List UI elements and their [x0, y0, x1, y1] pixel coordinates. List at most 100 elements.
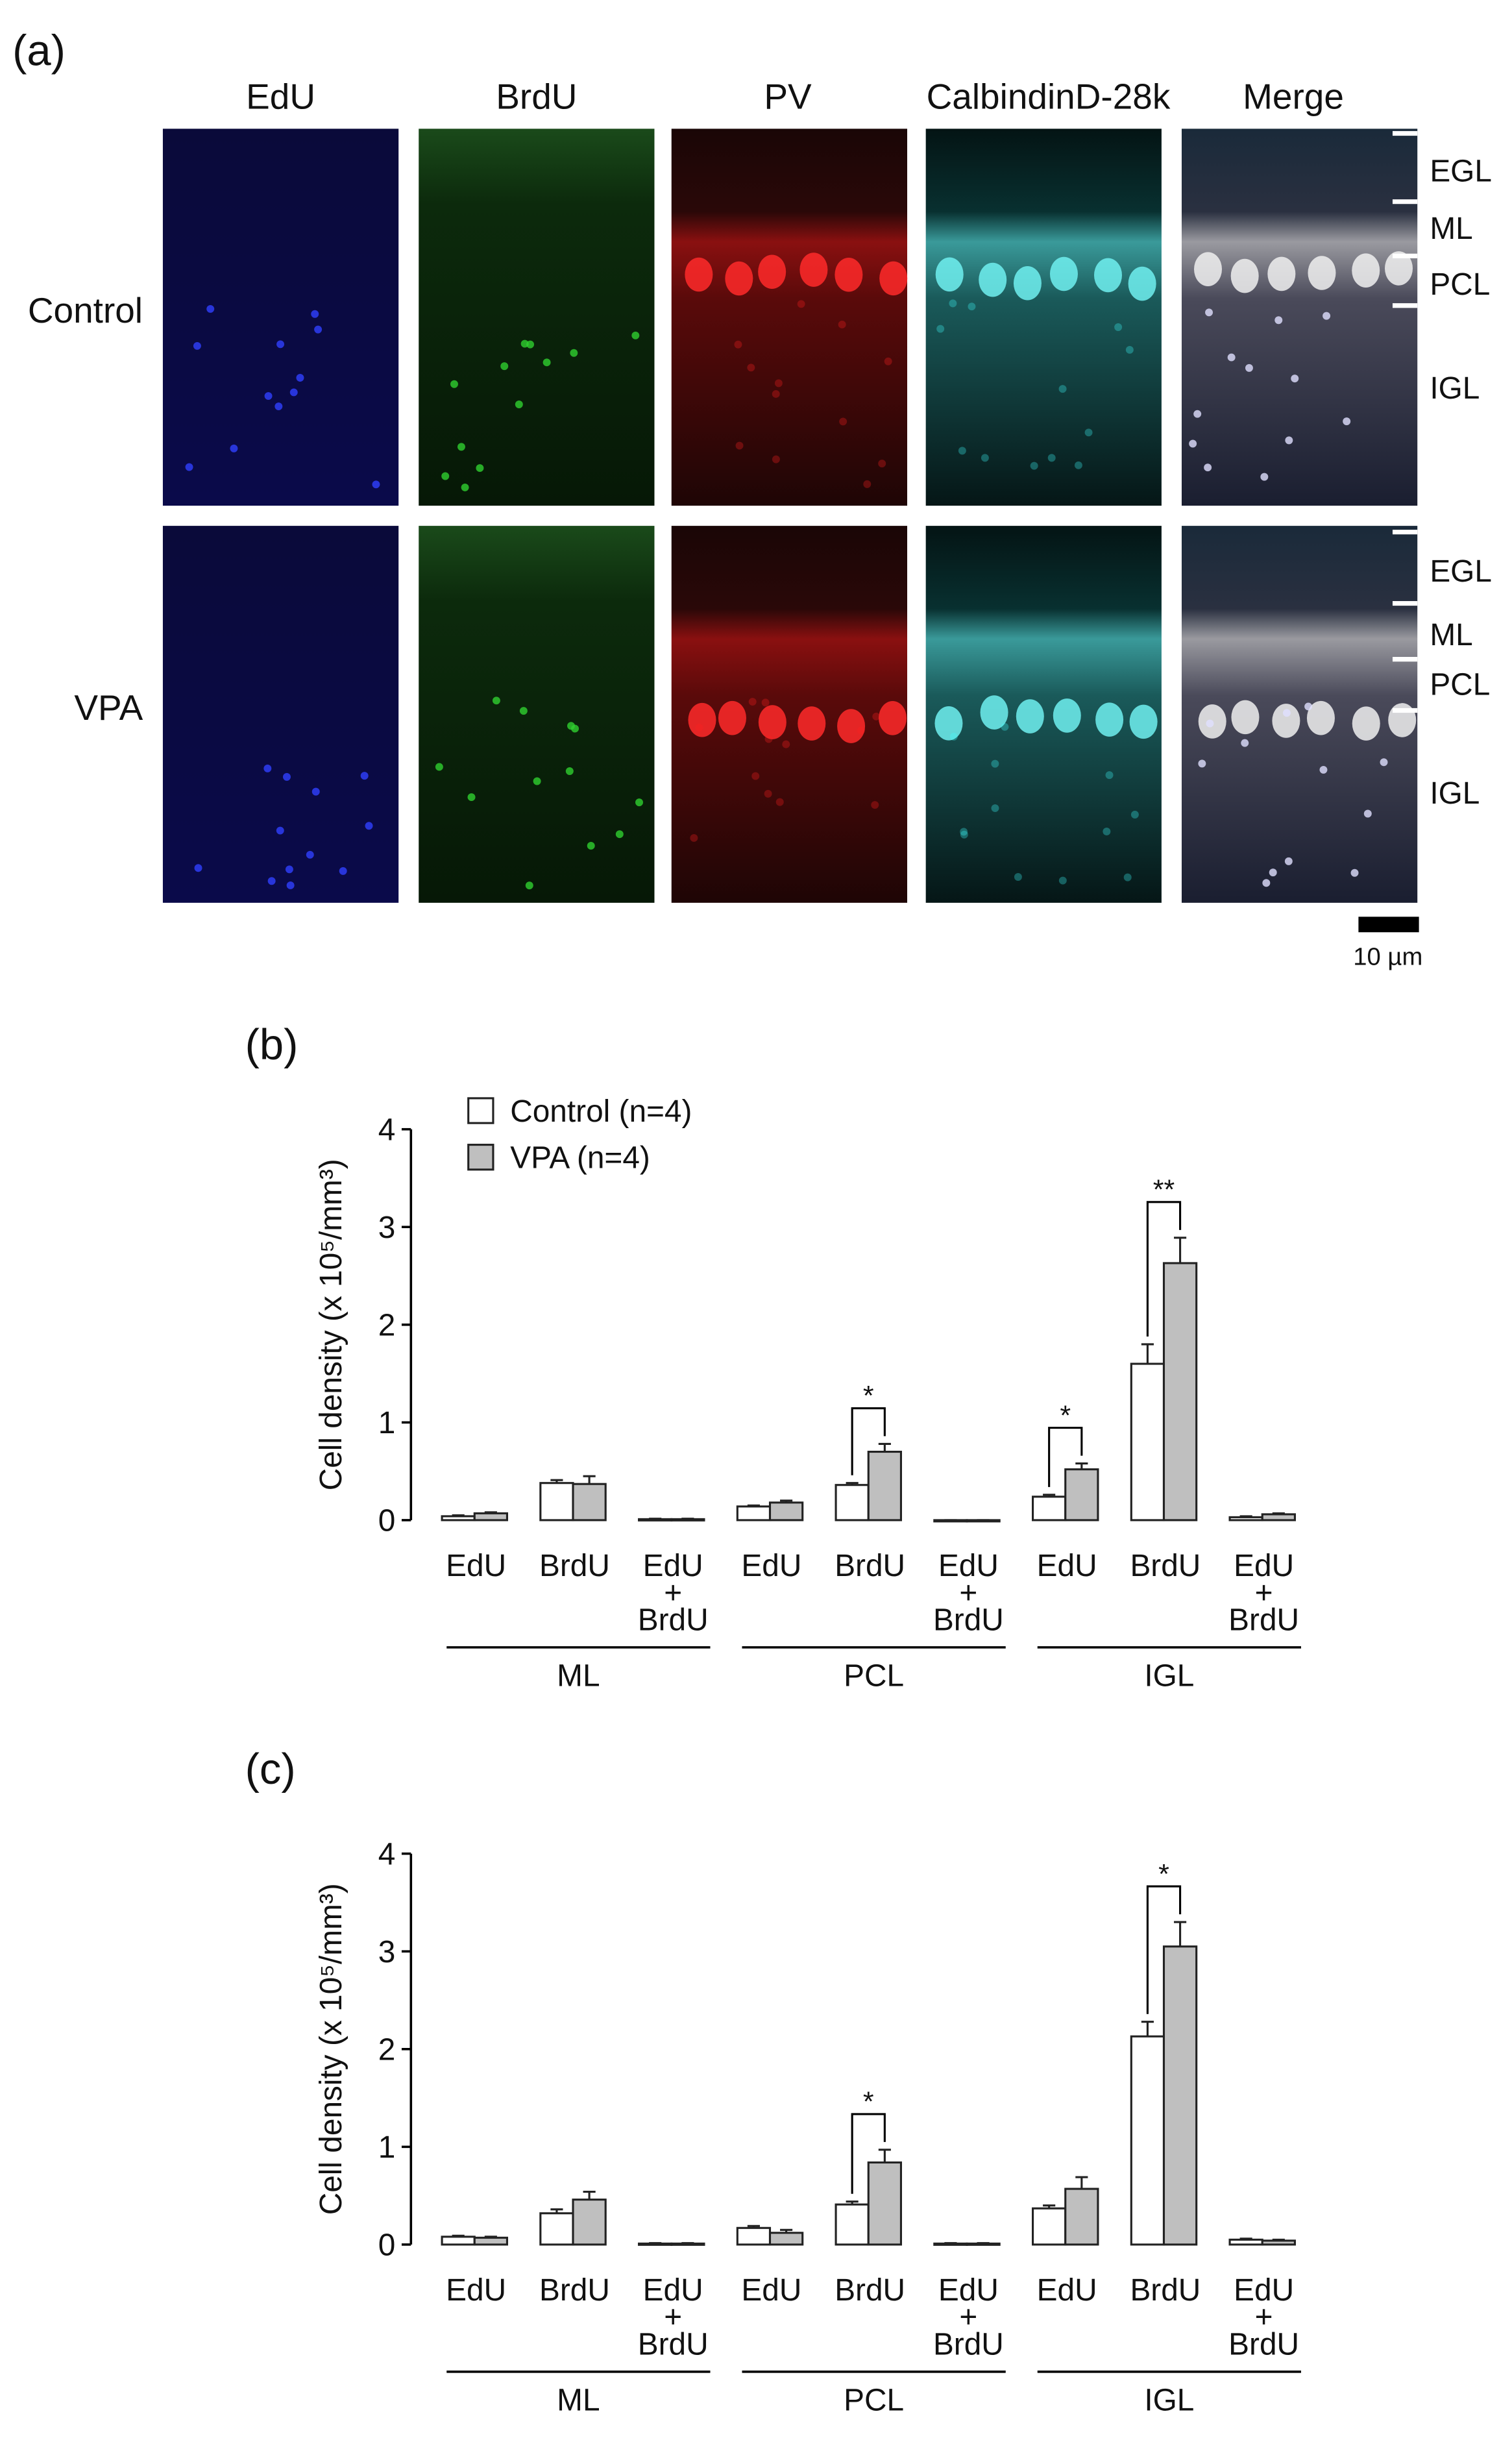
column-label: BrdU	[496, 76, 577, 116]
x-tick-label: EdU	[1037, 1549, 1097, 1583]
x-tick-label: BrdU	[933, 1603, 1004, 1638]
layer-label: IGL	[1430, 776, 1480, 811]
x-tick-label: EdU	[643, 2273, 703, 2308]
nucleus	[1319, 765, 1328, 774]
nucleus	[311, 310, 319, 318]
y-tick-label: 2	[378, 2033, 396, 2067]
legend-label: Control (n=4)	[510, 1094, 692, 1129]
nucleus	[949, 732, 958, 741]
bar	[1261, 1513, 1296, 1522]
error-bar	[484, 2236, 497, 2238]
nucleus	[839, 417, 847, 426]
bar	[1032, 2207, 1067, 2246]
x-tick-label: EdU	[741, 2273, 801, 2308]
group-label: IGL	[1144, 1659, 1194, 1694]
nucleus	[461, 483, 469, 491]
nucleus	[1001, 722, 1009, 731]
nucleus	[615, 830, 624, 839]
x-tick-label: BrdU	[835, 1549, 905, 1583]
purkinje-cell	[837, 709, 866, 743]
nucleus	[968, 302, 976, 311]
purkinje-cell	[798, 706, 826, 741]
nucleus	[1350, 869, 1359, 877]
nucleus	[296, 373, 304, 382]
error-bar	[1141, 2021, 1154, 2037]
purkinje-cell	[980, 695, 1008, 730]
nucleus	[193, 341, 201, 350]
error-bar	[846, 2200, 859, 2205]
legend-label: VPA (n=4)	[510, 1140, 650, 1175]
nucleus	[1130, 811, 1139, 819]
nucleus	[1241, 739, 1249, 747]
error-bar	[1075, 2176, 1088, 2189]
x-tick-label: EdU	[1234, 2273, 1294, 2308]
nucleus	[450, 380, 458, 388]
x-tick-label: +	[664, 1576, 682, 1610]
nucleus	[1284, 857, 1293, 865]
nucleus	[276, 340, 285, 349]
nucleus	[1125, 345, 1134, 354]
error-bar	[452, 2234, 465, 2237]
x-tick-label: EdU	[446, 1549, 506, 1583]
error-bar	[1174, 1921, 1187, 1947]
nucleus	[1260, 473, 1269, 481]
error-bar	[878, 2149, 891, 2163]
x-tick-label: +	[664, 2300, 682, 2335]
column-label: CalbindinD-28k	[927, 76, 1171, 116]
micrograph	[162, 129, 399, 506]
nucleus	[500, 362, 509, 371]
bar	[835, 1484, 870, 1522]
nucleus	[457, 443, 465, 451]
nucleus	[1227, 353, 1236, 362]
nucleus	[476, 464, 484, 473]
error-bar	[681, 1518, 694, 1520]
scale-bar	[1358, 917, 1419, 933]
purkinje-cell	[1013, 265, 1042, 301]
nucleus	[1323, 312, 1331, 320]
nucleus	[339, 867, 347, 875]
legend-swatch	[467, 1097, 494, 1124]
nucleus	[185, 463, 193, 471]
column-label: PV	[764, 76, 812, 116]
nucleus	[441, 472, 450, 480]
significance-label: *	[863, 1381, 874, 1412]
nucleus	[365, 822, 373, 830]
bar	[768, 2232, 804, 2246]
micrograph	[162, 526, 399, 903]
nucleus	[525, 881, 533, 890]
panel-label: (b)	[245, 1020, 299, 1069]
nucleus	[1198, 759, 1206, 768]
nucleus	[747, 364, 755, 372]
nucleus	[1343, 417, 1351, 426]
bar	[572, 2199, 607, 2246]
significance-bracket	[851, 2113, 886, 2194]
nucleus	[515, 400, 523, 408]
error-bar	[649, 1518, 662, 1520]
nucleus	[735, 441, 744, 450]
error-bar	[649, 2242, 662, 2245]
bar	[539, 1482, 574, 1522]
bar	[441, 1515, 476, 1522]
panel-label: (a)	[12, 26, 66, 75]
nucleus	[838, 320, 846, 328]
nucleus	[1285, 436, 1293, 445]
group-label: PCL	[844, 2384, 904, 2418]
significance-bracket	[1146, 1885, 1182, 2014]
nucleus	[871, 801, 879, 809]
y-tick-label: 0	[378, 2228, 396, 2263]
purkinje-cell	[725, 261, 753, 296]
nucleus	[774, 379, 783, 388]
nucleus	[690, 833, 698, 842]
purkinje-cell	[1095, 702, 1124, 737]
error-bar	[846, 1482, 859, 1485]
group-label: IGL	[1144, 2384, 1194, 2418]
micrographs	[162, 129, 1418, 903]
nucleus	[1304, 702, 1313, 711]
nucleus	[1047, 454, 1056, 462]
bar	[1228, 2238, 1263, 2246]
x-tick-label: BrdU	[1130, 1549, 1201, 1583]
nucleus	[1363, 809, 1372, 818]
purkinje-cell	[879, 701, 907, 735]
nucleus	[764, 789, 772, 798]
error-bar	[452, 1514, 465, 1516]
